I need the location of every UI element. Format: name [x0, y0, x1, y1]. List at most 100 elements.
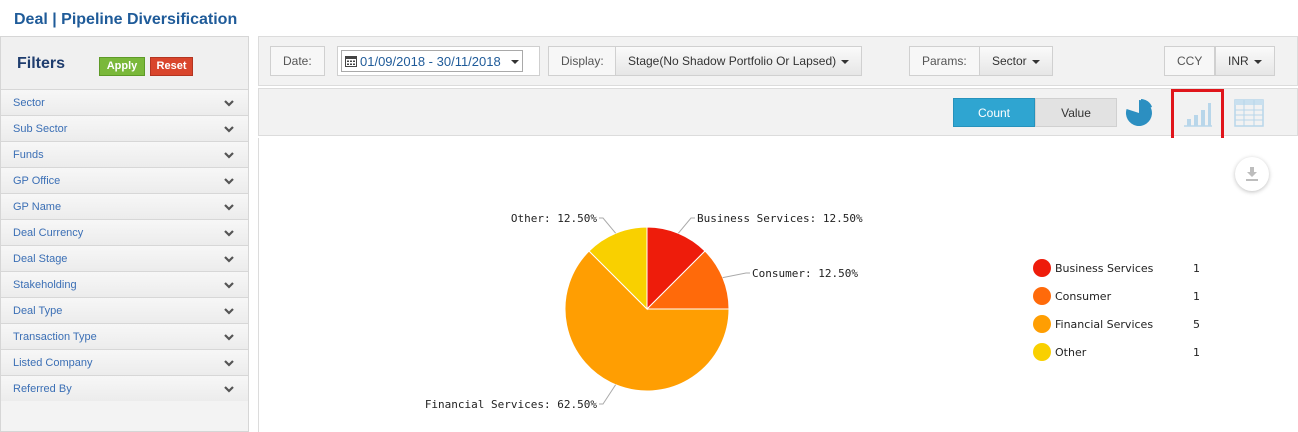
- filter-item-label: Deal Currency: [13, 227, 84, 239]
- legend-color-dot: [1033, 343, 1051, 361]
- pie-slice-business-services[interactable]: [646, 226, 706, 311]
- filter-item-label: Deal Type: [13, 305, 63, 317]
- filter-item-sub-sector[interactable]: Sub Sector: [1, 115, 248, 141]
- date-label: Date:: [270, 46, 325, 76]
- legend-label: Consumer: [1055, 290, 1112, 303]
- filter-item-label: GP Name: [13, 201, 62, 213]
- filter-item-label: Sector: [13, 97, 45, 109]
- ccy-label: CCY: [1164, 46, 1216, 76]
- chart-legend: Business Services 1 Consumer 1 Financial Ser…: [1033, 258, 1233, 370]
- filter-item-referred-by[interactable]: Referred By: [1, 375, 248, 401]
- chevron-down-icon[interactable]: [224, 124, 234, 134]
- date-range-field[interactable]: 01/09/2018 - 30/11/2018: [337, 46, 540, 76]
- legend-count: 1: [1193, 262, 1200, 275]
- filter-item-sector[interactable]: Sector: [1, 89, 248, 115]
- legend-count: 5: [1193, 318, 1200, 331]
- filter-item-label: Transaction Type: [13, 331, 97, 343]
- chevron-down-icon[interactable]: [224, 332, 234, 342]
- legend-label: Other: [1055, 346, 1087, 359]
- pie-slice-consumer[interactable]: [645, 250, 730, 310]
- filter-item-label: Listed Company: [13, 357, 93, 369]
- display-dropdown[interactable]: Stage(No Shadow Portfolio Or Lapsed): [615, 46, 863, 76]
- chevron-down-icon[interactable]: [224, 98, 234, 108]
- slice-connector-line: [599, 217, 617, 234]
- chevron-down-icon[interactable]: [224, 358, 234, 368]
- count-toggle-button[interactable]: Count: [953, 98, 1035, 127]
- display-value: Stage(No Shadow Portfolio Or Lapsed): [628, 54, 837, 68]
- legend-item[interactable]: Other 1: [1033, 342, 1233, 370]
- chart-area: Business Services: 12.50% Consumer: 12.50…: [258, 138, 1298, 432]
- page-title: Deal | Pipeline Diversification: [14, 11, 238, 28]
- chevron-down-icon[interactable]: [224, 384, 234, 394]
- legend-item[interactable]: Financial Services 5: [1033, 314, 1233, 342]
- legend-count: 1: [1193, 346, 1200, 359]
- filter-item-label: Sub Sector: [13, 123, 68, 135]
- display-label: Display:: [548, 46, 617, 76]
- download-icon: [1246, 167, 1258, 181]
- filters-title: Filters: [17, 55, 66, 72]
- slice-label: Consumer: 12.50%: [752, 267, 858, 280]
- filter-item-listed-company[interactable]: Listed Company: [1, 349, 248, 375]
- chevron-down-icon: [1031, 59, 1040, 64]
- slice-label: Other: 12.50%: [511, 212, 597, 225]
- download-button[interactable]: [1235, 157, 1269, 191]
- legend-color-dot: [1033, 315, 1051, 333]
- filter-item-deal-stage[interactable]: Deal Stage: [1, 245, 248, 271]
- ccy-dropdown[interactable]: INR: [1215, 46, 1275, 76]
- filter-item-label: Referred By: [13, 383, 72, 395]
- filter-item-gp-name[interactable]: GP Name: [1, 193, 248, 219]
- legend-count: 1: [1193, 290, 1200, 303]
- controls-bar: Date: 01/09/2018 - 30/11/2018 Display: S…: [258, 36, 1298, 86]
- date-range-value: 01/09/2018 - 30/11/2018: [360, 54, 501, 69]
- slice-connector-line: [677, 217, 695, 234]
- slice-connector-line: [599, 384, 617, 405]
- ccy-value: INR: [1228, 54, 1249, 68]
- slice-connector-line: [722, 272, 750, 279]
- chevron-down-icon[interactable]: [224, 150, 234, 160]
- chevron-down-icon[interactable]: [224, 176, 234, 186]
- params-value: Sector: [992, 54, 1027, 68]
- filter-item-deal-type[interactable]: Deal Type: [1, 297, 248, 323]
- pie-slice-financial-services[interactable]: [564, 250, 730, 392]
- chevron-down-icon: [841, 59, 850, 64]
- reset-button[interactable]: Reset: [150, 57, 193, 76]
- date-range-input[interactable]: 01/09/2018 - 30/11/2018: [341, 50, 523, 72]
- pie-slice-other[interactable]: [588, 226, 648, 311]
- filter-item-gp-office[interactable]: GP Office: [1, 167, 248, 193]
- filter-list: Sector Sub Sector Funds GP Office GP Name Dea…: [1, 89, 248, 401]
- legend-item[interactable]: Consumer 1: [1033, 286, 1233, 314]
- slice-label: Financial Services: 62.50%: [425, 398, 598, 411]
- bar-chart-icon: [1184, 103, 1212, 127]
- value-toggle-button[interactable]: Value: [1035, 98, 1117, 127]
- chevron-down-icon: [511, 60, 519, 64]
- params-dropdown[interactable]: Sector: [979, 46, 1053, 76]
- chevron-down-icon[interactable]: [224, 202, 234, 212]
- filter-item-label: Funds: [13, 149, 44, 161]
- legend-color-dot: [1033, 287, 1051, 305]
- filter-item-stakeholding[interactable]: Stakeholding: [1, 271, 248, 297]
- legend-item[interactable]: Business Services 1: [1033, 258, 1233, 286]
- chevron-down-icon[interactable]: [224, 228, 234, 238]
- legend-label: Financial Services: [1055, 318, 1154, 331]
- filters-header: Filters Apply Reset: [1, 37, 248, 89]
- params-label: Params:: [909, 46, 980, 76]
- filter-item-transaction-type[interactable]: Transaction Type: [1, 323, 248, 349]
- chevron-down-icon[interactable]: [224, 280, 234, 290]
- chevron-down-icon[interactable]: [224, 254, 234, 264]
- chevron-down-icon: [1253, 59, 1262, 64]
- filter-item-funds[interactable]: Funds: [1, 141, 248, 167]
- filter-item-label: Deal Stage: [13, 253, 68, 265]
- legend-color-dot: [1033, 259, 1051, 277]
- filter-item-deal-currency[interactable]: Deal Currency: [1, 219, 248, 245]
- pie-chart: Business Services: 12.50% Consumer: 12.50…: [425, 212, 863, 411]
- filter-item-label: GP Office: [13, 175, 61, 187]
- chart-toolbar: Count Value: [258, 88, 1298, 146]
- slice-label: Business Services: 12.50%: [697, 212, 863, 225]
- filters-sidebar: Filters Apply Reset Sector Sub Sector Fund…: [0, 36, 249, 432]
- chevron-down-icon[interactable]: [224, 306, 234, 316]
- pie-chart-icon[interactable]: [1125, 99, 1153, 127]
- table-view-icon[interactable]: [1234, 99, 1264, 127]
- apply-button[interactable]: Apply: [99, 57, 145, 76]
- legend-label: Business Services: [1055, 262, 1154, 275]
- filter-item-label: Stakeholding: [13, 279, 77, 291]
